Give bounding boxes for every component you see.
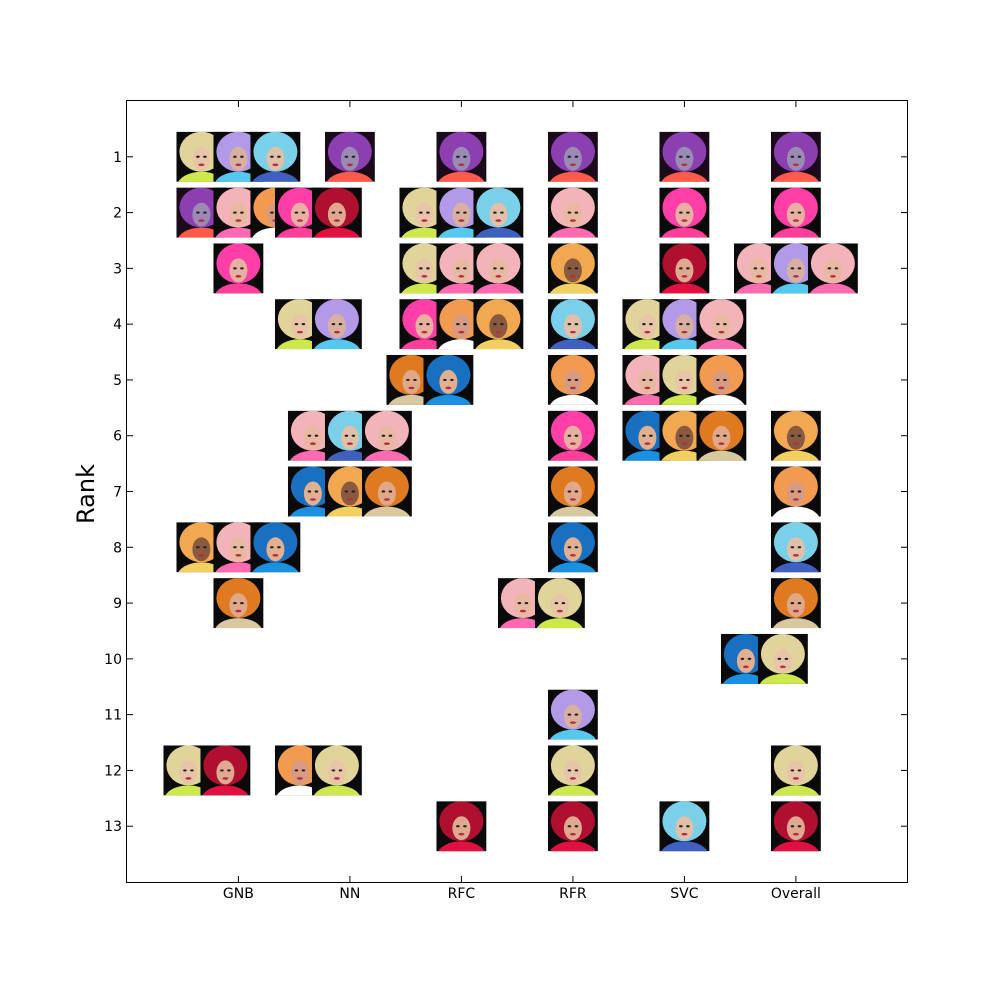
- y-tick-label: 7: [113, 485, 122, 501]
- x-tick-label: SVC: [670, 886, 698, 902]
- contestant-portrait-J: [547, 522, 598, 573]
- contestant-portrait-H: [436, 801, 487, 852]
- contestant-portrait-H: [547, 801, 598, 852]
- contestant-portrait-I: [770, 410, 821, 461]
- portrait-layer: [163, 131, 858, 852]
- contestant-portrait-C: [770, 745, 821, 796]
- y-tick-label: 13: [104, 819, 122, 835]
- contestant-portrait-A: [770, 131, 821, 182]
- y-tick-label: 10: [104, 652, 122, 668]
- contestant-portrait-B: [213, 243, 264, 294]
- contestant-portrait-C: [547, 745, 598, 796]
- y-tick-label: 1: [113, 150, 122, 166]
- contestant-portrait-E: [250, 131, 301, 182]
- y-tick-label: 5: [113, 373, 122, 389]
- y-tick-label: 3: [113, 261, 122, 277]
- x-axis: GNB NN RFC RFR SVC Overall: [223, 101, 821, 902]
- contestant-portrait-E: [770, 522, 821, 573]
- contestant-portrait-K: [361, 466, 412, 517]
- contestant-portrait-K: [696, 410, 747, 461]
- contestant-portrait-F: [361, 410, 412, 461]
- contestant-portrait-F: [287, 410, 338, 461]
- contestant-portrait-J: [423, 354, 474, 405]
- contestant-portrait-I: [547, 243, 598, 294]
- contestant-portrait-J: [250, 522, 301, 573]
- contestant-portrait-F: [696, 299, 747, 350]
- contestant-portrait-E: [547, 299, 598, 350]
- y-axis-label: Rank: [72, 464, 100, 524]
- y-tick-label: 8: [113, 540, 122, 556]
- contestant-portrait-G: [770, 466, 821, 517]
- contestant-portrait-B: [547, 410, 598, 461]
- plot-frame: [126, 100, 908, 883]
- contestant-portrait-E: [659, 801, 710, 852]
- contestant-portrait-K: [213, 578, 264, 629]
- y-tick-label: 12: [104, 763, 122, 779]
- contestant-portrait-I: [473, 299, 524, 350]
- contestant-portrait-A: [659, 131, 710, 182]
- contestant-portrait-C: [311, 745, 362, 796]
- contestant-portrait-D: [547, 689, 598, 740]
- contestant-portrait-E: [473, 187, 524, 238]
- contestant-portrait-C: [534, 578, 585, 629]
- contestant-portrait-C: [757, 633, 808, 684]
- contestant-portrait-C: [274, 299, 325, 350]
- contestant-portrait-A: [436, 131, 487, 182]
- y-tick-label: 2: [113, 206, 122, 222]
- y-tick-label: 6: [113, 429, 122, 445]
- x-tick-label: NN: [339, 886, 360, 902]
- contestant-portrait-H: [659, 243, 710, 294]
- contestant-portrait-A: [547, 131, 598, 182]
- contestant-portrait-H: [311, 187, 362, 238]
- contestant-portrait-K: [547, 466, 598, 517]
- contestant-portrait-H: [200, 745, 251, 796]
- x-tick-label: RFR: [559, 886, 587, 902]
- y-tick-label: 11: [104, 708, 122, 724]
- contestant-portrait-G: [696, 354, 747, 405]
- contestant-portrait-B: [770, 187, 821, 238]
- contestant-portrait-B: [659, 187, 710, 238]
- contestant-portrait-G: [274, 745, 325, 796]
- contestant-portrait-G: [547, 354, 598, 405]
- x-tick-label: Overall: [771, 886, 821, 902]
- contestant-portrait-F: [807, 243, 858, 294]
- y-tick-label: 4: [113, 317, 122, 333]
- x-tick-label: GNB: [223, 886, 254, 902]
- contestant-portrait-H: [770, 801, 821, 852]
- contestant-portrait-D: [213, 131, 264, 182]
- contestant-portrait-D: [311, 299, 362, 350]
- contestant-portrait-A: [324, 131, 375, 182]
- contestant-portrait-F: [547, 187, 598, 238]
- x-tick-label: RFC: [448, 886, 476, 902]
- contestant-portrait-F: [473, 243, 524, 294]
- contestant-portrait-K: [770, 578, 821, 629]
- y-tick-label: 9: [113, 596, 122, 612]
- contestant-portrait-F: [436, 243, 487, 294]
